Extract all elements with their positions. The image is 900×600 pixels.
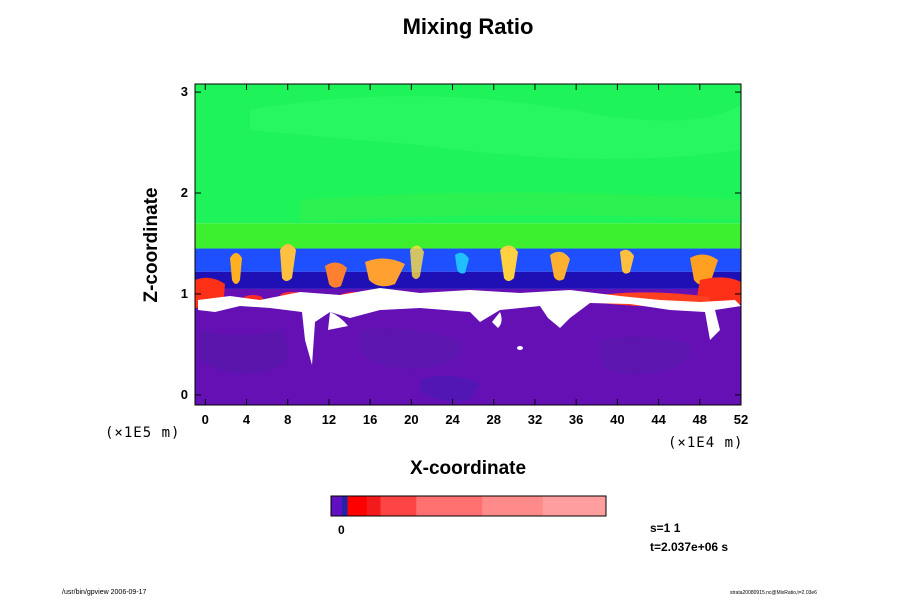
x-tick-label: 24 [445,412,460,427]
colorbar-swatch [380,496,417,516]
plume [365,258,405,287]
lower-swirl [420,375,480,401]
lower-swirl [600,336,692,375]
x-tick-label: 20 [404,412,419,427]
colorbar-frame [330,495,607,517]
plume [325,262,347,288]
upper-mid-patch [300,192,741,222]
x-tick-label: 0 [201,412,209,427]
plot-frame [194,83,742,406]
slice-info: s=1 1 [650,521,681,535]
field-detail [195,96,741,401]
plume [550,251,570,281]
chart-title: Mixing Ratio [402,14,534,39]
lower-swirl [360,328,462,369]
y-tick-label: 2 [180,185,188,201]
x-tick-label: 16 [362,412,378,427]
x-tick-label: 8 [284,412,292,427]
plume [410,245,424,279]
colorbar-swatch [482,496,544,516]
undefined-region [328,312,348,330]
colorbar [330,495,607,517]
undefined-region [198,288,741,365]
time-info: t=2.037e+06 s [650,540,729,554]
colorbar-swatch [416,496,483,516]
layer-navy-band [195,271,741,289]
x-tick-label: 12 [321,412,337,427]
upper-light-patch [250,96,741,159]
lower-swirl [200,330,288,374]
colorbar-swatch [342,496,348,516]
x-tick-label: 44 [651,412,666,427]
plume [455,252,469,274]
undefined-region [492,312,502,328]
y-tick-label: 0 [180,386,188,402]
plume [230,253,242,284]
x-tick-label: 36 [568,412,584,427]
footer-source: strata20080915.nc@MixRatio,t=2.03e6 [730,590,817,596]
colorbar-swatch [542,496,607,516]
plume [690,254,718,286]
undefined-region [517,346,523,350]
colorbar-tick-label: 0 [338,523,345,537]
colorbar-swatch [331,496,343,516]
x-tick-marks [204,84,742,405]
x-tick-label: 4 [242,412,251,427]
y-tick-label: 1 [180,285,188,301]
y-scale-label: (×1E5 m) [105,425,181,441]
y-tick-label: 3 [180,84,188,100]
colorbar-swatch [347,496,368,516]
x-tick-label: 48 [692,412,708,427]
plume [280,244,296,281]
x-tick-label: 32 [527,412,543,427]
x-tick-label: 52 [733,412,749,427]
plume [620,249,634,274]
plume [500,245,518,281]
y-tick-marks [195,91,741,396]
footer-command: /usr/bin/gpview 2006-09-17 [62,589,147,596]
x-axis-label: X-coordinate [409,458,527,479]
y-axis-label: Z-coordinate [141,187,162,303]
colorbar-swatch [366,496,381,516]
x-tick-label: 28 [486,412,501,427]
layer-transition-green [195,223,741,249]
x-tick-label: 40 [610,412,625,427]
x-scale-label: (×1E4 m) [668,435,744,451]
